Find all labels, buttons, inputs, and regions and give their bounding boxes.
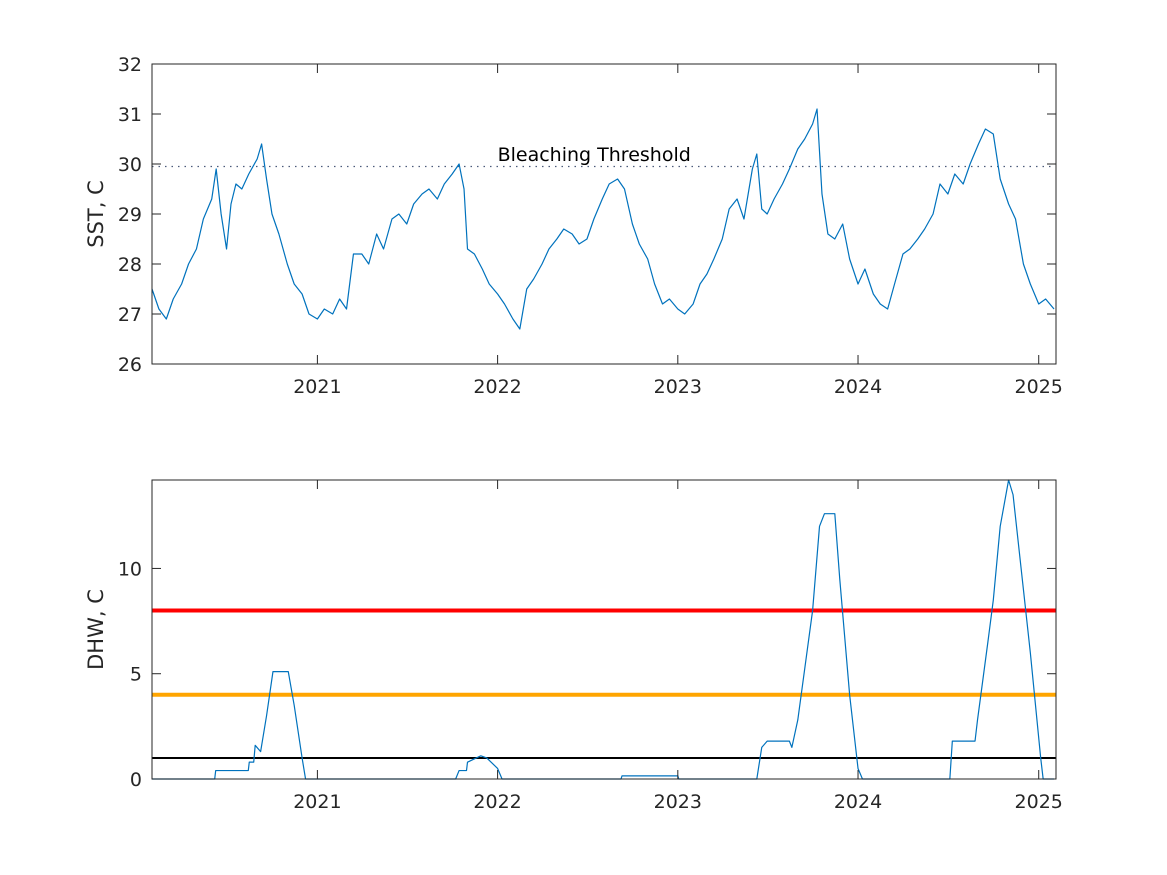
series-line: [151, 108, 1055, 330]
y-axis-label: DHW, C: [84, 589, 108, 670]
y-tick-label: 5: [130, 664, 142, 686]
y-tick-label: 0: [130, 769, 142, 791]
sst-chart: 2021 2022 2023 2024 2025 26 27 28 29 30 31 32 SST, C…: [84, 54, 1063, 398]
x-tick-label: 2022: [473, 376, 521, 398]
y-tick-label: 28: [118, 254, 142, 276]
annotation-bleaching-threshold: Bleaching Threshold: [498, 144, 691, 166]
x-tick-label: 2024: [834, 376, 882, 398]
y-tick-label: 26: [118, 354, 142, 376]
dhw-chart: 2021 2022 2023 2024 2025 0 5 10 DHW, C: [84, 479, 1063, 813]
x-tick-label: 2023: [654, 376, 702, 398]
y-tick-label: 29: [118, 204, 142, 226]
x-tick-label: 2025: [1015, 376, 1063, 398]
y-tick-label: 32: [118, 54, 142, 76]
y-tick-label: 31: [118, 104, 142, 126]
x-tick-label: 2024: [834, 791, 882, 813]
y-axis-label: SST, C: [84, 180, 108, 248]
series-line: [152, 479, 1055, 780]
x-tick-label: 2025: [1015, 791, 1063, 813]
x-tick-label: 2021: [293, 791, 341, 813]
y-tick-label: 27: [118, 304, 142, 326]
y-tick-label: 30: [118, 154, 142, 176]
axes-frame: [151, 63, 1057, 365]
x-tick-label: 2021: [293, 376, 341, 398]
axes-frame: [151, 479, 1057, 780]
x-tick-label: 2023: [654, 791, 702, 813]
x-tick-label: 2022: [473, 791, 521, 813]
y-tick-label: 10: [118, 558, 142, 580]
